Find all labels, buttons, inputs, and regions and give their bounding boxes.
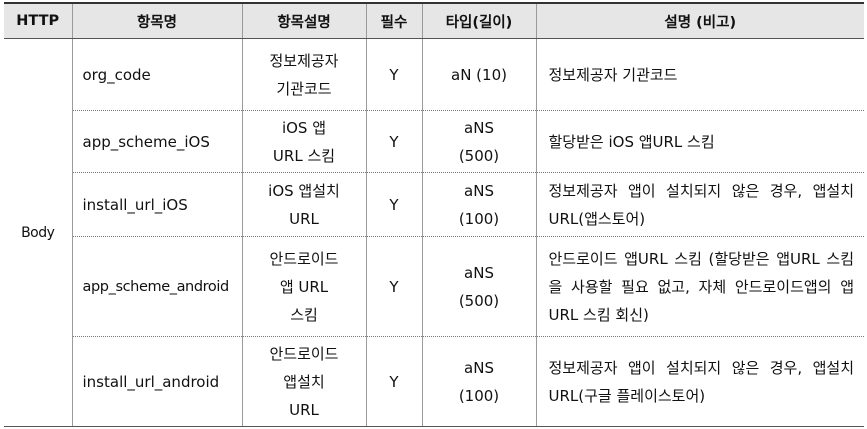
required-cell: Y bbox=[365, 336, 423, 427]
table-row: app_scheme_android 안드로이드 앱 URL 스킴 Y aNS … bbox=[4, 236, 864, 337]
header-required: 필수 bbox=[365, 2, 423, 39]
table-row: install_url_iOS iOS 앱설치 URL Y aNS (100) … bbox=[4, 172, 864, 237]
header-http: HTTP bbox=[4, 2, 73, 39]
type-cell: aN (10) bbox=[421, 38, 537, 111]
http-cell: Body bbox=[4, 38, 73, 427]
item-name-cell: org_code bbox=[71, 38, 243, 111]
item-desc-cell: 안드로이드 앱설치 URL bbox=[241, 336, 367, 427]
item-desc-cell: iOS 앱설치 URL bbox=[241, 172, 367, 237]
required-cell: Y bbox=[365, 110, 423, 173]
item-name-cell: install_url_android bbox=[72, 336, 243, 427]
remark-cell: 할당받은 iOS 앱URL 스킴 bbox=[535, 110, 864, 173]
api-spec-table: HTTP 항목명 항목설명 필수 타입(길이) 설명 (비고) Body org… bbox=[4, 2, 864, 427]
item-desc-cell: iOS 앱 URL 스킴 bbox=[241, 110, 367, 173]
header-item-name: 항목명 bbox=[71, 2, 243, 39]
header-item-desc: 항목설명 bbox=[241, 2, 367, 39]
item-desc-cell: 안드로이드 앱 URL 스킴 bbox=[241, 236, 367, 337]
header-remark: 설명 (비고) bbox=[535, 2, 864, 39]
remark-cell: 정보제공자 앱이 설치되지 않은 경우, 앱설치 URL(앱스토어) bbox=[535, 172, 864, 237]
remark-cell: 안드로이드 앱URL 스킴 (할당받은 앱URL 스킴을 사용할 필요 없고, … bbox=[535, 236, 864, 337]
item-name-cell: install_url_iOS bbox=[72, 172, 243, 237]
table-row: app_scheme_iOS iOS 앱 URL 스킴 Y aNS (500) … bbox=[4, 110, 864, 173]
type-cell: aNS (100) bbox=[421, 172, 537, 237]
item-desc-cell: 정보제공자 기관코드 bbox=[241, 38, 367, 111]
required-cell: Y bbox=[365, 172, 423, 237]
type-cell: aNS (500) bbox=[421, 110, 537, 173]
required-cell: Y bbox=[365, 38, 423, 111]
required-cell: Y bbox=[365, 236, 423, 337]
header-type: 타입(길이) bbox=[421, 2, 537, 39]
table-row: Body org_code 정보제공자 기관코드 Y aN (10) 정보제공자… bbox=[4, 38, 864, 427]
item-name-cell: app_scheme_android bbox=[72, 236, 243, 337]
table-row: install_url_android 안드로이드 앱설치 URL Y aNS … bbox=[4, 336, 864, 427]
type-cell: aNS (100) bbox=[421, 336, 537, 427]
remark-cell: 정보제공자 기관코드 bbox=[535, 38, 864, 111]
header-row: HTTP 항목명 항목설명 필수 타입(길이) 설명 (비고) bbox=[4, 2, 864, 39]
remark-cell: 정보제공자 앱이 설치되지 않은 경우, 앱설치 URL(구글 플레이스토어) bbox=[535, 336, 864, 427]
item-name-cell: app_scheme_iOS bbox=[72, 110, 243, 173]
type-cell: aNS (500) bbox=[421, 236, 537, 337]
